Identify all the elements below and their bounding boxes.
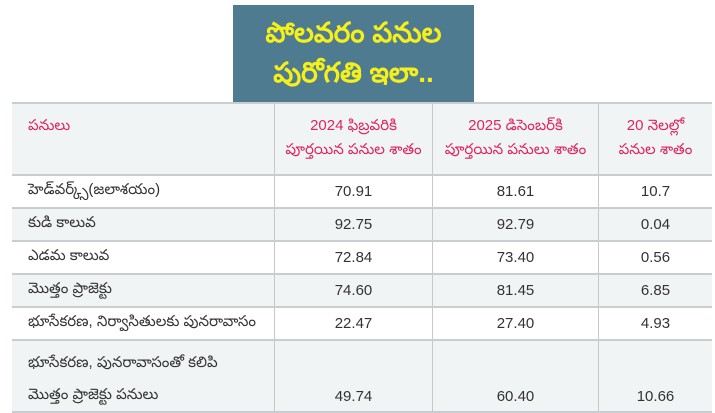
- work-name: కుడి కాలువ: [12, 208, 275, 241]
- table-row: హెడ్‌వర్క్స్(జలాశయం) 70.91 81.61 10.7: [12, 175, 712, 208]
- table-row: మొత్తం ప్రాజెక్టు 74.60 81.45 6.85: [12, 274, 712, 307]
- header-label: పూర్తయిన పనులు శాతం: [444, 141, 587, 158]
- work-name: భూసేకరణ, నిర్వాసితులకు పునరావాసం: [28, 313, 257, 330]
- header-label: పనుల శాతం: [618, 141, 693, 158]
- headline-line-1: పోలవరం పనుల: [265, 17, 442, 48]
- headline-box: పోలవరం పనుల పురోగతి ఇలా..: [233, 5, 474, 103]
- progress-table: పనులు 2024 ఫిబ్రవరికి పూర్తయిన పనుల శాతం …: [12, 102, 712, 413]
- work-name-line-1: భూసేకరణ, పునరావాసంతో కలిపి: [28, 354, 218, 371]
- value-2025: 60.40: [432, 340, 599, 412]
- work-name-line-2: మొత్తం ప్రాజెక్టు పనులు: [28, 386, 159, 403]
- value-2025: 27.40: [432, 307, 599, 340]
- header-2024: 2024 ఫిబ్రవరికి పూర్తయిన పనుల శాతం: [274, 103, 433, 175]
- header-20-months: 20 నెలల్లో పనుల శాతం: [598, 103, 712, 175]
- value-diff: 10.66: [598, 340, 712, 412]
- value-2025: 81.61: [432, 175, 599, 208]
- value-2024: 49.74: [274, 340, 433, 412]
- work-name: ఎడమ కాలువ: [28, 247, 110, 264]
- value-2024: 22.47: [274, 307, 433, 340]
- value-2025: 92.79: [432, 208, 599, 241]
- work-name: భూసేకరణ, పునరావాసంతో కలిపి మొత్తం ప్రాజెక…: [12, 340, 275, 412]
- header-label: పూర్తయిన పనుల శాతం: [285, 141, 422, 158]
- value-2024: 92.75: [274, 208, 433, 241]
- value-diff: 4.93: [598, 307, 712, 340]
- value-diff: 0.56: [598, 241, 712, 274]
- value-2024: 74.60: [274, 274, 433, 307]
- header-label: పనులు: [28, 117, 71, 134]
- header-label: 2025 డిసెంబర్‌కి: [468, 117, 563, 134]
- value-2025: 73.40: [432, 241, 599, 274]
- headline-line-2: పురోగతి ఇలా..: [273, 57, 434, 88]
- work-name: మొత్తం ప్రాజెక్టు: [12, 274, 275, 307]
- value-diff: 6.85: [598, 274, 712, 307]
- value-2025: 81.45: [432, 274, 599, 307]
- value-2024: 70.91: [274, 175, 433, 208]
- table-row: భూసేకరణ, పునరావాసంతో కలిపి మొత్తం ప్రాజెక…: [12, 340, 712, 412]
- header-label: 20 నెలల్లో: [626, 117, 685, 134]
- table-row: భూసేకరణ, నిర్వాసితులకు పునరావాసం 22.47 2…: [12, 307, 712, 340]
- header-works: పనులు: [12, 103, 275, 175]
- work-name: హెడ్‌వర్క్స్(జలాశయం): [28, 181, 161, 198]
- header-label: 2024 ఫిబ్రవరికి: [310, 117, 397, 134]
- table-row: కుడి కాలువ 92.75 92.79 0.04: [12, 208, 712, 241]
- header-row: పనులు 2024 ఫిబ్రవరికి పూర్తయిన పనుల శాతం …: [12, 103, 712, 175]
- value-diff: 10.7: [598, 175, 712, 208]
- value-2024: 72.84: [274, 241, 433, 274]
- header-2025: 2025 డిసెంబర్‌కి పూర్తయిన పనులు శాతం: [432, 103, 599, 175]
- value-diff: 0.04: [598, 208, 712, 241]
- table-row: ఎడమ కాలువ 72.84 73.40 0.56: [12, 241, 712, 274]
